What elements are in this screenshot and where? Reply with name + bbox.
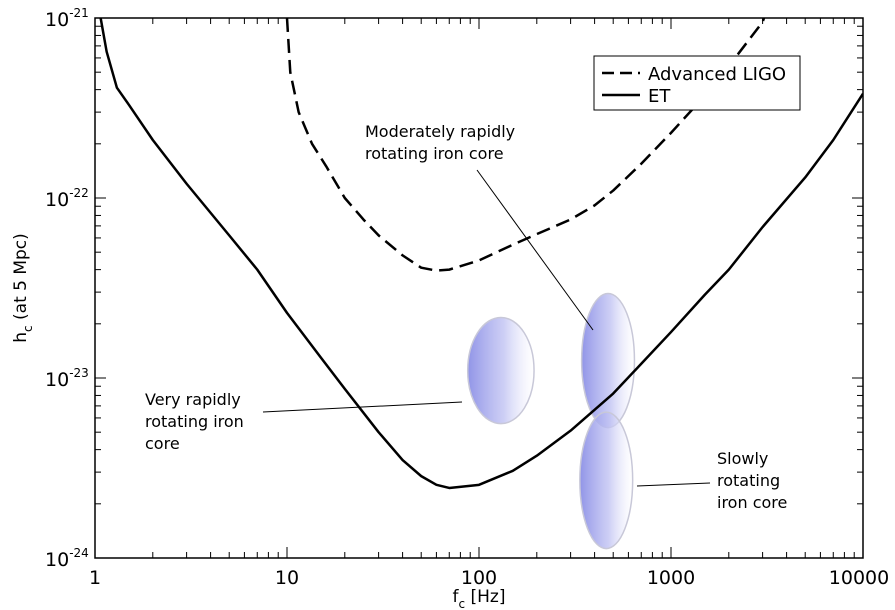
annotation-very-rapidly: Very rapidly rotating iron core — [145, 390, 244, 453]
x-tick-label: 10 — [275, 567, 299, 589]
annotation-moderately-rapidly: Moderately rapidly rotating iron core — [365, 122, 515, 163]
y-tick-label: 10-21 — [45, 6, 89, 31]
region-slowly — [579, 411, 634, 550]
y-tick-label: 10-24 — [45, 546, 89, 571]
series-layer — [99, 18, 863, 490]
legend-box — [593, 55, 801, 111]
ticks-layer — [94, 17, 864, 559]
annotation-slowly: Slowly rotating iron core — [717, 449, 787, 512]
leader-line-moderately-rapidly — [476, 169, 594, 331]
series-advanced-ligo-line — [285, 18, 766, 272]
x-tick-label: 10000 — [829, 567, 889, 589]
x-tick-label: 1000 — [647, 567, 695, 589]
legend-label-et: ET — [648, 86, 671, 107]
legend-label-advanced-ligo: Advanced LIGO — [648, 64, 786, 85]
x-axis-label: fc [Hz] — [453, 587, 506, 610]
y-axis-label: hc (at 5 Mpc) — [11, 233, 35, 343]
leader-line-very-rapidly — [262, 401, 463, 413]
region-very-rapidly — [466, 316, 535, 425]
regions-layer — [466, 292, 636, 550]
x-tick-label: 1 — [89, 567, 101, 589]
labels-layer: 1 10 100 1000 10000 10-24 10-23 10-22 10-21 fc [H… — [11, 6, 889, 610]
leader-line-slowly — [636, 482, 711, 487]
x-tick-label: 100 — [461, 567, 497, 589]
y-tick-label: 10-22 — [45, 186, 89, 211]
leader-lines-layer — [262, 169, 711, 487]
series-et-line — [99, 18, 863, 490]
y-tick-label: 10-23 — [45, 366, 89, 391]
region-moderately-rapidly — [580, 292, 636, 429]
